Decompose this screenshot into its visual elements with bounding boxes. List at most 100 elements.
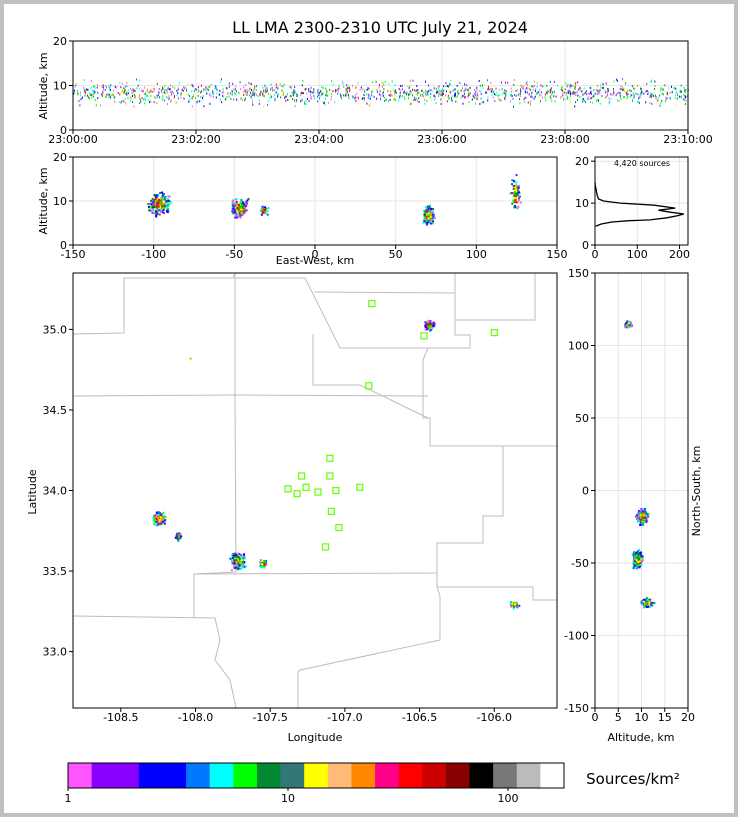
ew-panel-xtick-label: -50: [225, 248, 243, 261]
time-source-point: [114, 85, 116, 88]
time-source-point: [448, 97, 450, 100]
map-source-point: [162, 518, 165, 521]
time-source-point: [269, 96, 271, 99]
time-source-point: [476, 92, 478, 95]
time-source-point: [578, 88, 580, 91]
time-source-point: [542, 96, 543, 99]
time-source-point: [633, 94, 635, 97]
ew-source-point: [235, 214, 237, 217]
time-source-point: [110, 94, 112, 97]
ew-source-point: [243, 208, 246, 211]
time-source-point: [654, 87, 656, 90]
ew-source-point: [237, 208, 240, 211]
ew-source-point: [514, 199, 517, 202]
time-source-point: [249, 94, 250, 97]
time-source-point: [339, 93, 341, 96]
time-source-point: [197, 88, 199, 91]
ew-source-point: [424, 216, 427, 219]
time-source-point: [131, 89, 133, 92]
time-source-point: [383, 96, 385, 99]
time-source-point: [404, 92, 406, 95]
time-source-point: [147, 99, 149, 101]
time-source-point: [109, 93, 111, 96]
ns-source-point: [645, 606, 648, 608]
time-source-point: [429, 89, 431, 92]
ew-source-point: [425, 213, 428, 216]
time-source-point: [376, 91, 378, 93]
ew-source-point: [264, 208, 267, 211]
time-source-point: [534, 95, 536, 98]
ew-source-point: [518, 197, 520, 200]
time-source-point: [500, 81, 502, 84]
time-source-point: [326, 90, 328, 93]
ew-panel-xtick-label: 0: [312, 248, 319, 261]
map-source-point: [429, 329, 432, 332]
time-source-point: [151, 88, 153, 91]
time-source-point: [221, 78, 222, 81]
time-source-point: [196, 101, 198, 104]
time-source-point: [491, 88, 493, 91]
map-source-point: [512, 607, 515, 610]
time-source-point: [590, 97, 592, 100]
ew-source-point: [510, 192, 513, 194]
ew-source-point: [432, 220, 434, 223]
time-source-point: [158, 94, 160, 97]
time-source-point: [326, 94, 328, 97]
time-source-point: [604, 96, 606, 99]
map-source-point: [159, 519, 161, 522]
time-source-point: [677, 93, 679, 96]
ew-source-point: [160, 197, 163, 200]
time-source-point: [442, 92, 444, 95]
time-source-point: [487, 96, 489, 99]
ew-source-point: [240, 200, 243, 203]
time-source-point: [409, 103, 411, 106]
ew-source-point: [423, 214, 426, 217]
map-source-point: [262, 565, 265, 568]
time-source-point: [458, 92, 460, 95]
time-source-point: [262, 91, 264, 94]
time-source-point: [438, 85, 440, 88]
map-source-point: [429, 321, 432, 324]
time-source-point: [90, 87, 92, 89]
time-source-point: [325, 94, 327, 97]
time-source-point: [294, 105, 296, 108]
time-source-point: [153, 90, 155, 93]
ew-source-point: [245, 204, 248, 207]
ew-source-point: [236, 203, 239, 206]
time-source-point: [163, 91, 165, 93]
station-marker: [332, 486, 340, 495]
ew-source-point: [155, 204, 158, 207]
time-source-point: [127, 89, 129, 92]
ew-source-point: [157, 194, 160, 197]
time-source-point: [206, 87, 208, 90]
ew-source-point: [516, 189, 519, 192]
ew-source-point: [515, 192, 518, 195]
ns-source-point: [639, 557, 642, 560]
time-source-point: [517, 94, 519, 97]
time-source-point: [356, 92, 358, 95]
time-source-point: [569, 90, 571, 93]
time-source-point: [498, 88, 500, 91]
time-source-point: [103, 86, 104, 89]
time-source-point: [534, 85, 536, 87]
ew-source-point: [161, 205, 164, 208]
time-source-point: [74, 89, 75, 92]
time-source-point: [330, 98, 332, 101]
ew-source-point: [516, 207, 519, 210]
map-source-point: [157, 523, 160, 526]
time-source-point: [317, 95, 318, 98]
station-marker: [326, 472, 334, 480]
time-source-point: [285, 99, 287, 102]
ns-source-point: [638, 555, 641, 558]
time-source-point: [193, 92, 195, 95]
time-source-point: [265, 88, 266, 91]
time-source-point: [531, 91, 533, 94]
time-source-point: [600, 84, 602, 87]
time-source-point: [158, 91, 160, 94]
map-source-point: [430, 326, 433, 329]
time-source-point: [533, 97, 535, 100]
time-source-point: [593, 95, 595, 97]
time-source-point: [368, 87, 370, 90]
time-source-point: [551, 100, 553, 103]
time-source-point: [519, 102, 521, 105]
